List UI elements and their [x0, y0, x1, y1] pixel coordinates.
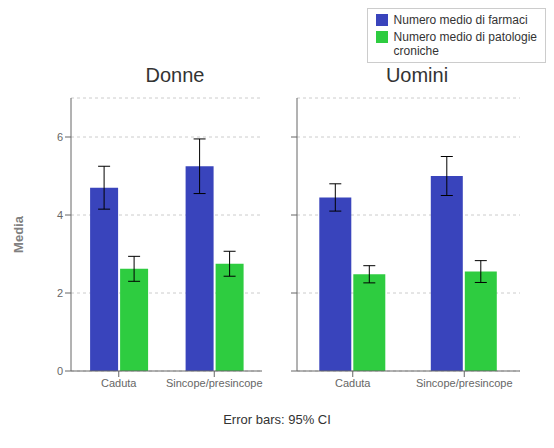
svg-text:Caduta: Caduta — [101, 377, 137, 389]
html-text:Numero medio di farmaci: Numero medio di farmaci — [393, 13, 528, 27]
svg-text:Media: Media — [11, 215, 26, 253]
svg-text:Caduta: Caduta — [335, 377, 371, 389]
svg-text:Sincope/presincope: Sincope/presincope — [416, 377, 513, 389]
html-text:Uomini: Uomini — [385, 64, 449, 86]
svg-text:Sincope/presincope: Sincope/presincope — [166, 377, 263, 389]
svg-text:6: 6 — [57, 131, 63, 143]
svg-text:0: 0 — [57, 365, 63, 377]
html-text:Error bars: 95% CI: Error bars: 95% CI — [223, 412, 331, 427]
svg-text:4: 4 — [57, 209, 63, 221]
html-text:Numero medio di patologie cron: Numero medio di patologie croniche — [393, 30, 537, 58]
svg-text:2: 2 — [57, 287, 63, 299]
html-text:Donne: Donne — [145, 64, 205, 86]
